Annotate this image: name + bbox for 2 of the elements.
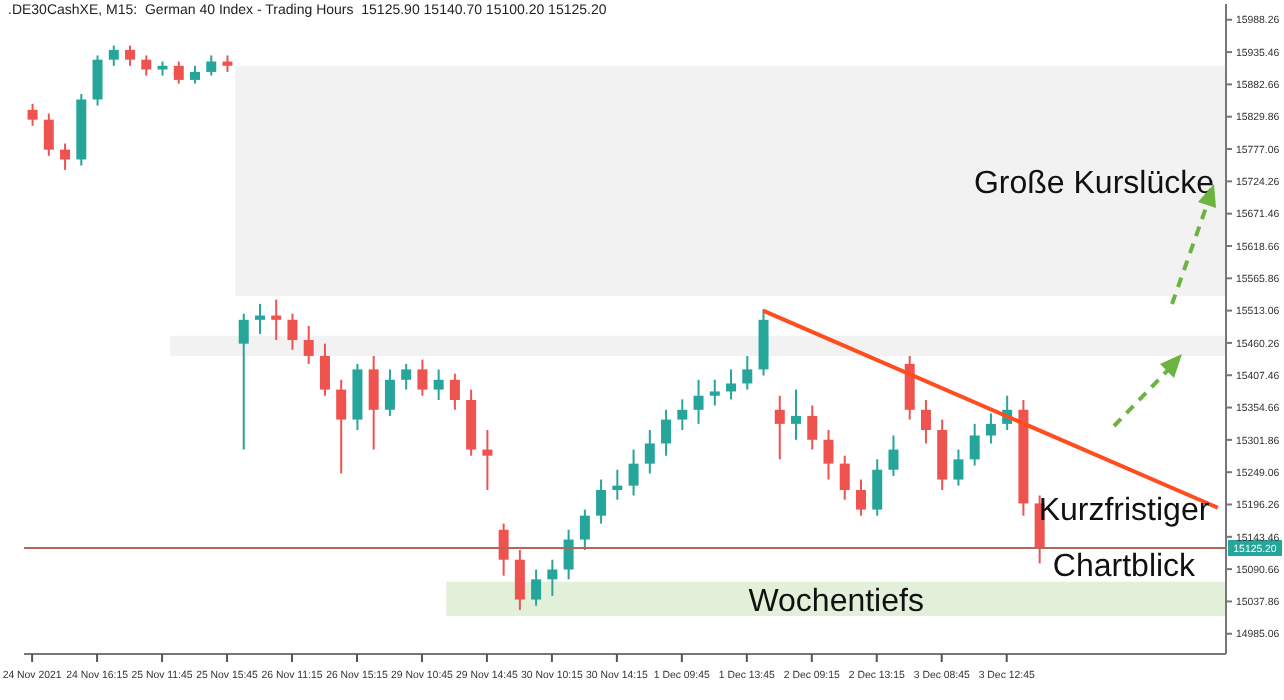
band-label: Große Kurslücke	[973, 166, 1215, 201]
band-label: Wochentiefs	[748, 584, 924, 619]
